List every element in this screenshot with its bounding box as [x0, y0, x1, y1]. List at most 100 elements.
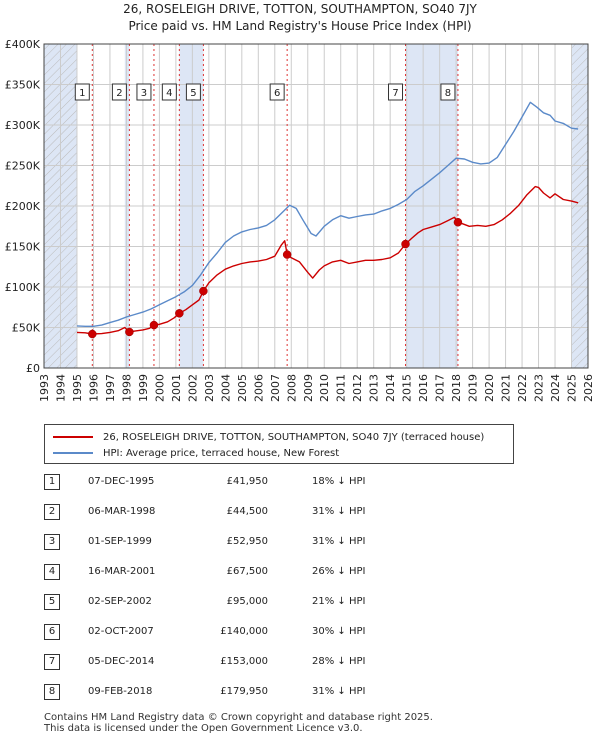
x-tick-label: 2001 [170, 374, 183, 402]
x-tick-label: 2016 [417, 374, 430, 402]
table-row: 7 05-DEC-2014 £153,000 28% ↓ HPI [0, 650, 600, 670]
x-tick-label: 2004 [219, 374, 232, 402]
sale-date: 09-FEB-2018 [88, 686, 153, 697]
sale-price: £44,500 [226, 506, 268, 517]
legend: 26, ROSELEIGH DRIVE, TOTTON, SOUTHAMPTON… [44, 424, 514, 464]
sale-number: 7 [44, 654, 60, 670]
x-tick-label: 2021 [500, 374, 513, 402]
y-tick-label: £200K [5, 200, 41, 213]
sale-box-label: 4 [166, 88, 172, 99]
sale-box-label: 6 [274, 88, 280, 99]
sale-number: 8 [44, 684, 60, 700]
sale-box-label: 1 [79, 88, 85, 99]
sale-marker-box: 8 [440, 83, 456, 101]
sale-box-label: 3 [141, 88, 147, 99]
sale-hpi-diff: 31% ↓ HPI [312, 506, 366, 517]
sale-box-label: 7 [392, 88, 398, 99]
sale-number: 5 [44, 594, 60, 610]
price-chart: £0 £50K £100K £150K £200K £250K £300K £350K £400… [5, 38, 595, 402]
x-tick-label: 2018 [450, 374, 463, 402]
x-tick-label: 2007 [269, 374, 282, 402]
x-tick-label: 1996 [87, 374, 100, 402]
y-tick-label: £250K [5, 160, 41, 173]
x-tick-label: 1998 [120, 374, 133, 402]
sale-hpi-diff: 31% ↓ HPI [312, 536, 366, 547]
sale-price: £140,000 [220, 626, 268, 637]
x-tick-label: 1995 [71, 374, 84, 402]
sale-hpi-diff: 31% ↓ HPI [312, 686, 366, 697]
table-row: 8 09-FEB-2018 £179,950 31% ↓ HPI [0, 680, 600, 700]
x-tick-label: 2009 [302, 374, 315, 402]
sale-point [149, 320, 159, 330]
sale-number: 6 [44, 624, 60, 640]
legend-swatch-property [53, 436, 93, 438]
sale-hpi-diff: 21% ↓ HPI [312, 596, 366, 607]
y-tick-label: £0 [26, 362, 40, 375]
sale-hpi-diff: 30% ↓ HPI [312, 626, 366, 637]
sale-date: 01-SEP-1999 [88, 536, 152, 547]
plot-border [43, 43, 589, 369]
sale-box-label: 5 [190, 88, 196, 99]
x-tick-label: 1997 [104, 374, 117, 402]
x-tick-label: 2023 [533, 374, 546, 402]
sale-number: 2 [44, 504, 60, 520]
sale-date: 05-DEC-2014 [88, 656, 155, 667]
x-tick-label: 1999 [137, 374, 150, 402]
chart-subtitle: Price paid vs. HM Land Registry's House … [128, 19, 472, 33]
sale-price: £95,000 [226, 596, 268, 607]
x-tick-label: 2011 [335, 374, 348, 402]
sale-price: £52,950 [226, 536, 268, 547]
footer-copyright: Contains HM Land Registry data © Crown c… [44, 712, 433, 723]
sale-box-label: 8 [445, 88, 451, 99]
sale-box-label: 2 [116, 88, 122, 99]
sale-price: £153,000 [220, 656, 268, 667]
x-tick-label: 2026 [582, 374, 595, 402]
sale-hpi-diff: 18% ↓ HPI [312, 476, 366, 487]
sale-marker-box: 3 [136, 83, 152, 101]
x-tick-label: 2002 [186, 374, 199, 402]
table-row: 2 06-MAR-1998 £44,500 31% ↓ HPI [0, 500, 600, 520]
sale-marker-box: 5 [185, 83, 201, 101]
sale-box [440, 83, 456, 101]
x-tick-label: 1994 [54, 374, 67, 402]
x-tick-label: 2017 [434, 374, 447, 402]
sale-box [269, 83, 285, 101]
sale-hpi-diff: 28% ↓ HPI [312, 656, 366, 667]
sale-box [74, 83, 90, 101]
sale-marker-box: 7 [388, 83, 404, 101]
sale-marker-box: 1 [74, 83, 90, 101]
sale-number: 1 [44, 474, 60, 490]
x-tick-label: 2012 [351, 374, 364, 402]
footer-licence: This data is licensed under the Open Gov… [44, 723, 363, 734]
y-tick-label: £100K [5, 281, 41, 294]
y-tick-label: £300K [5, 119, 41, 132]
sale-point [282, 250, 292, 259]
hpi-line [76, 101, 579, 327]
y-tick-label: £50K [12, 322, 41, 335]
sale-date: 02-OCT-2007 [88, 626, 154, 637]
sale-marker-box: 2 [111, 83, 127, 101]
x-tick-label: 2022 [516, 374, 529, 402]
x-tick-label: 2000 [153, 374, 166, 402]
table-row: 5 02-SEP-2002 £95,000 21% ↓ HPI [0, 590, 600, 610]
sale-price: £179,950 [220, 686, 268, 697]
table-row: 3 01-SEP-1999 £52,950 31% ↓ HPI [0, 530, 600, 550]
sale-point [453, 217, 463, 227]
x-tick-label: 2025 [566, 374, 579, 402]
sale-date: 02-SEP-2002 [88, 596, 152, 607]
sale-point [125, 327, 134, 337]
x-tick-label: 2014 [384, 374, 397, 402]
x-tick-label: 1993 [38, 374, 51, 402]
sale-number: 4 [44, 564, 60, 580]
sale-marker-box: 6 [269, 83, 285, 101]
legend-item-property: 26, ROSELEIGH DRIVE, TOTTON, SOUTHAMPTON… [53, 430, 484, 444]
sale-marker-box: 4 [161, 83, 177, 101]
sale-price: £41,950 [226, 476, 268, 487]
sale-hpi-diff: 26% ↓ HPI [312, 566, 366, 577]
y-tick-label: £350K [5, 79, 41, 92]
x-tick-label: 2006 [252, 374, 265, 402]
sale-date: 16-MAR-2001 [88, 566, 156, 577]
table-row: 6 02-OCT-2007 £140,000 30% ↓ HPI [0, 620, 600, 640]
x-tick-label: 2019 [467, 374, 480, 402]
legend-label-hpi: HPI: Average price, terraced house, New … [103, 447, 340, 459]
